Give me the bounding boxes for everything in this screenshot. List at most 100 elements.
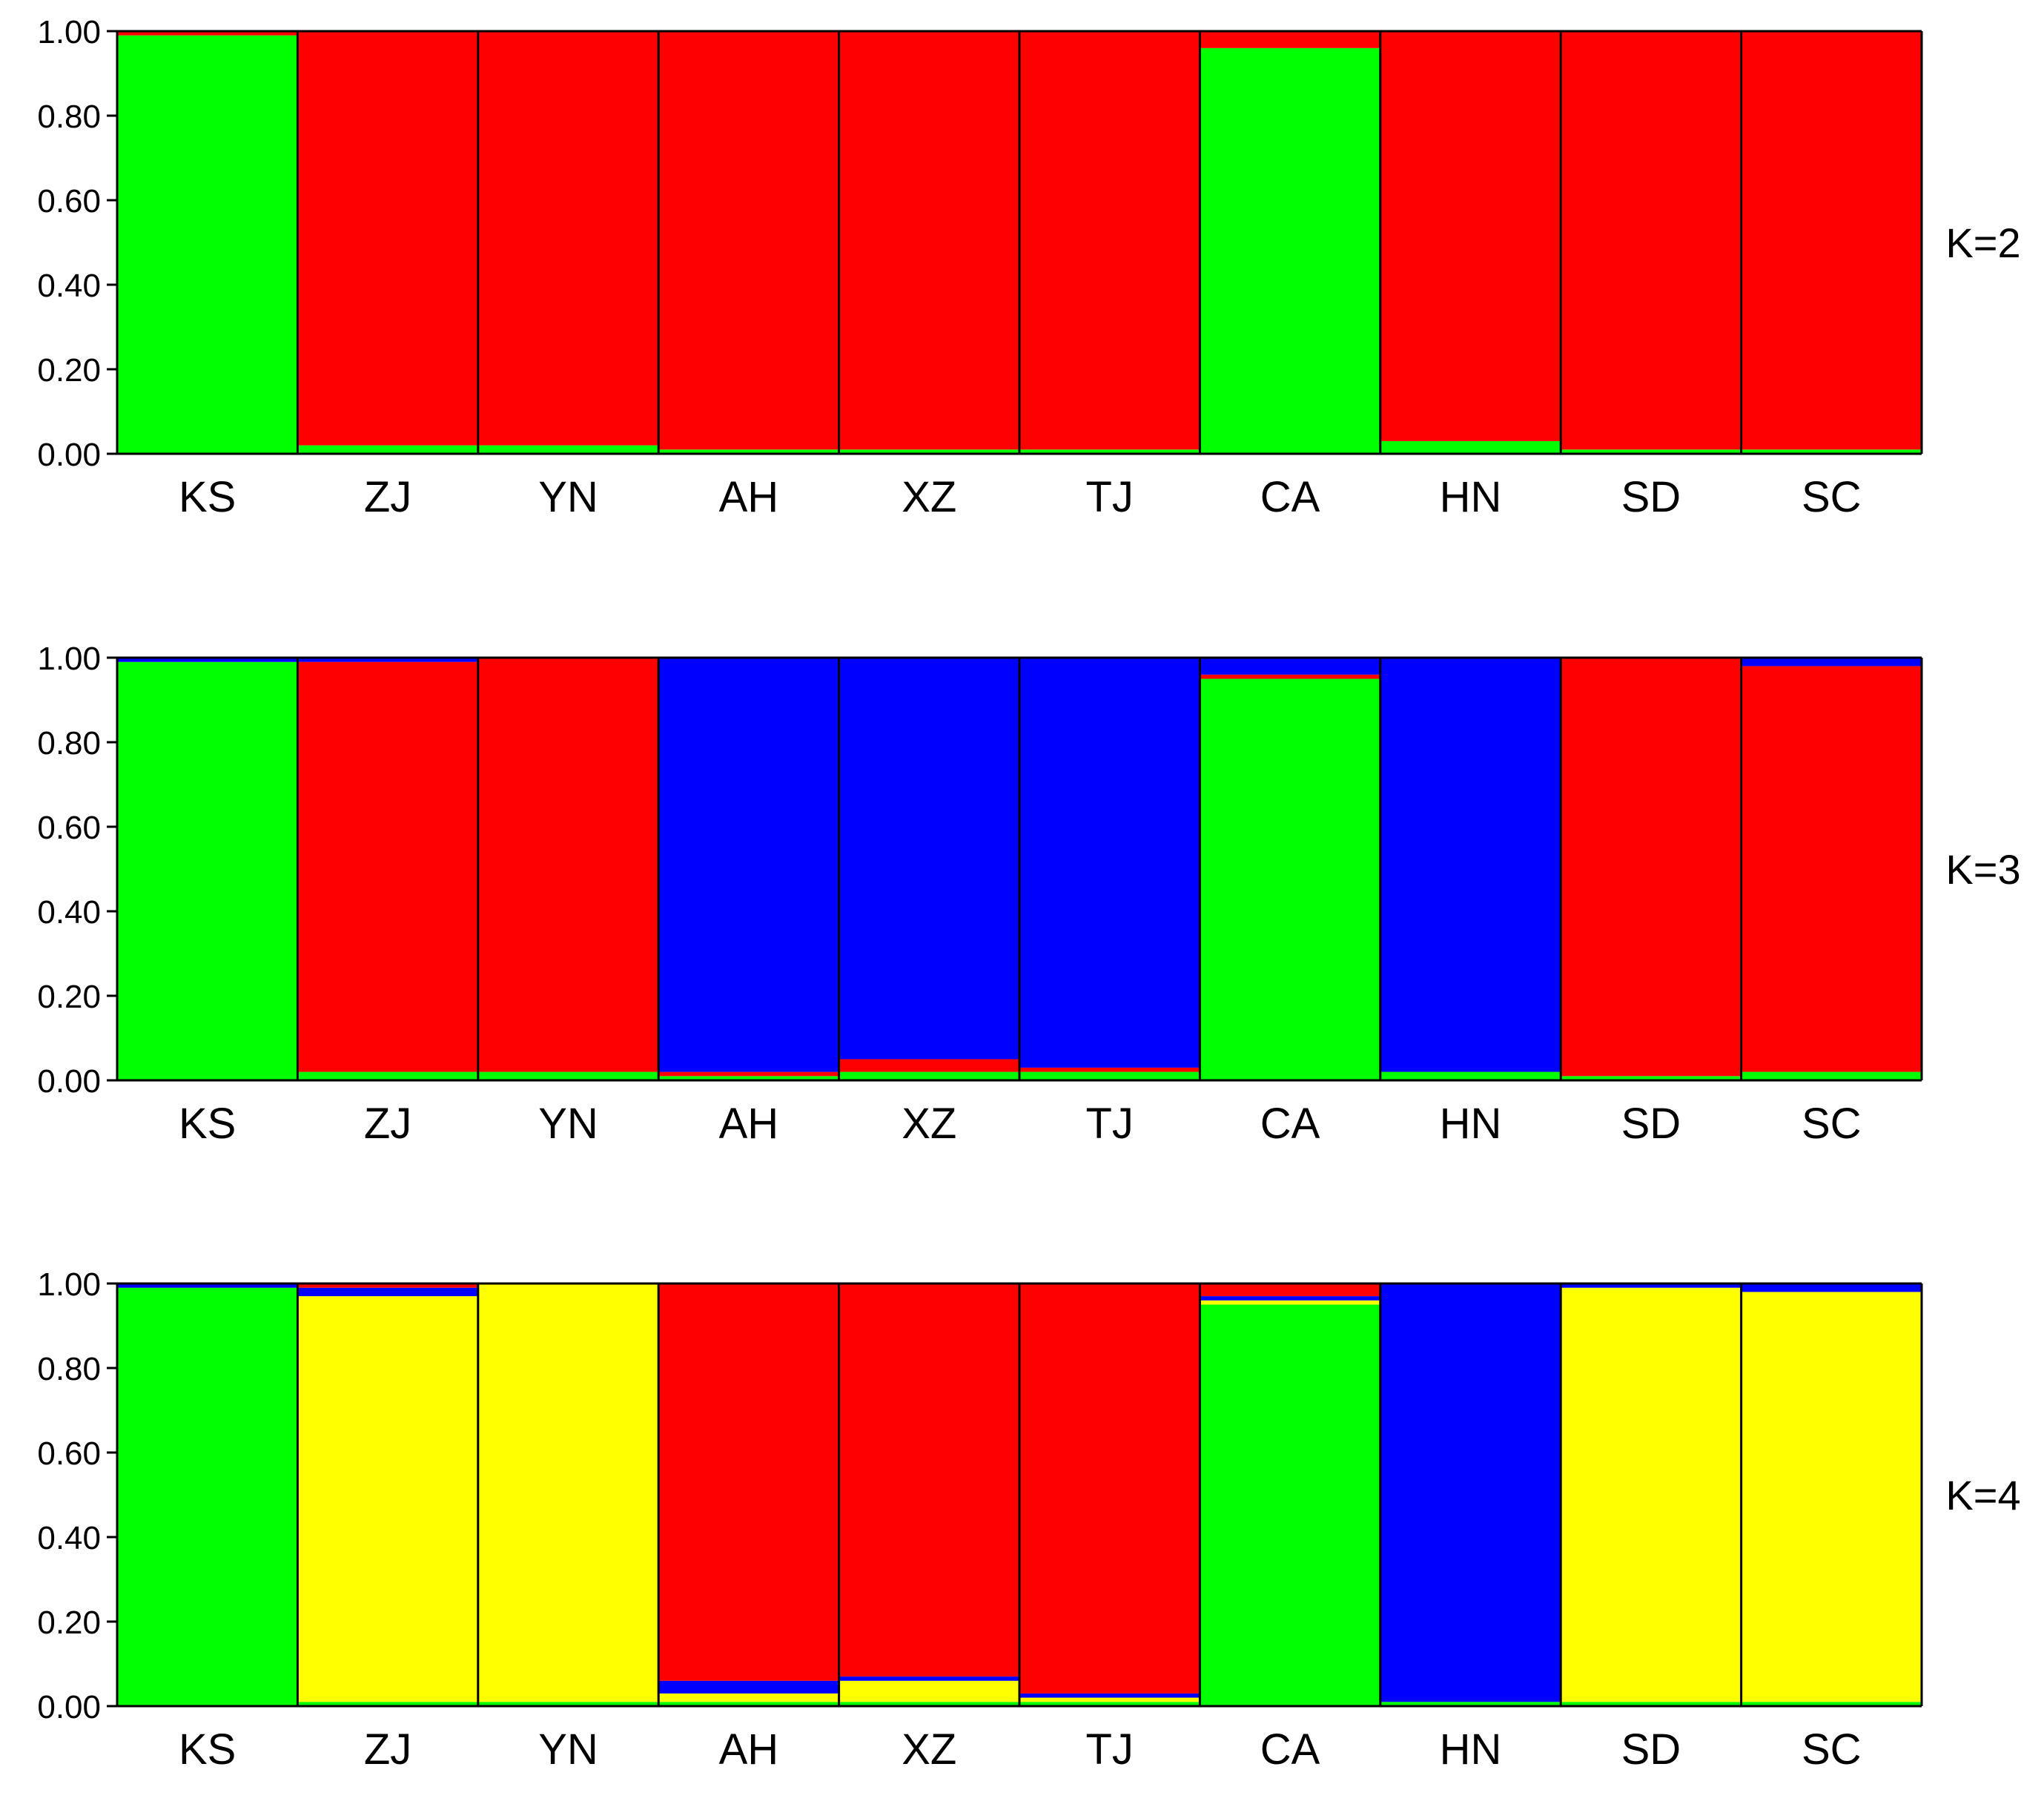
k4-bar-ah-green (658, 1702, 840, 1706)
k4-bar-tj-green (1019, 1702, 1200, 1706)
k3-bar-sd-green (1561, 1076, 1742, 1080)
k2-category-label-zj: ZJ (364, 473, 411, 521)
k4-bar-ca-green (1200, 1304, 1381, 1706)
k4-bar-ca-yellow (1200, 1300, 1381, 1305)
k4-bar-zj-blue (297, 1287, 479, 1297)
k2-category-label-ks: KS (179, 473, 236, 521)
k4-bar-ah-red (658, 1283, 840, 1681)
k3-category-label-ca: CA (1260, 1100, 1320, 1148)
k4-bar-tj-red (1019, 1283, 1200, 1694)
k3-bar-hn-green (1380, 1071, 1561, 1080)
k4-bar-ca-red (1200, 1283, 1381, 1297)
k2-bar-ca-red (1200, 31, 1381, 48)
k3-category-label-ks: KS (179, 1100, 236, 1148)
k2-category-label-hn: HN (1440, 473, 1502, 521)
k3-y-tick-label: 0.60 (37, 810, 101, 846)
k3-bar-yn-green (477, 1071, 659, 1080)
k4-y-tick-label: 0.20 (37, 1605, 101, 1641)
k4-bar-sc-yellow (1741, 1292, 1922, 1702)
k2-y-tick-label: 0.40 (37, 268, 101, 304)
k3-bar-hn-blue (1380, 658, 1561, 1072)
k2-bar-xz-red (839, 31, 1020, 450)
k4-bar-sc-blue (1741, 1283, 1922, 1292)
k2-y-tick-label: 0.60 (37, 183, 101, 219)
k4-category-label-zj: ZJ (364, 1725, 411, 1774)
k3-category-label-yn: YN (538, 1100, 598, 1148)
k2-bar-sc-red (1741, 31, 1922, 450)
k3-y-tick-label: 0.80 (37, 725, 101, 761)
k3-bar-yn-red (477, 658, 659, 1072)
k4-bar-ah-blue (658, 1680, 840, 1694)
k4-bar-hn-green (1380, 1702, 1561, 1706)
k2-bar-zj-green (297, 445, 479, 454)
k2-bar-ah-green (658, 449, 840, 454)
k3-bar-tj-blue (1019, 658, 1200, 1068)
k2-category-label-ah: AH (719, 473, 779, 521)
k3-bar-sd-red (1561, 658, 1742, 1077)
k2-bar-yn-red (477, 31, 659, 446)
k2-y-tick-label: 1.00 (37, 14, 101, 50)
k2-bar-ks-red (117, 31, 298, 36)
k2-bar-sd-green (1561, 449, 1742, 454)
k3-bar-ah-green (658, 1076, 840, 1080)
k4-category-label-tj: TJ (1085, 1725, 1133, 1774)
k2-category-label-ca: CA (1260, 473, 1320, 521)
k4-category-label-xz: XZ (902, 1725, 956, 1774)
k4-bar-sd-yellow (1561, 1287, 1742, 1702)
k2-bar-ca-green (1200, 47, 1381, 455)
k3-category-label-ah: AH (719, 1100, 779, 1148)
k4-y-tick-label: 0.00 (37, 1689, 101, 1725)
k4-bar-tj-blue (1019, 1693, 1200, 1698)
k4-category-label-sc: SC (1802, 1725, 1862, 1774)
k2-y-tick-label: 0.80 (37, 99, 101, 135)
k4-category-label-ah: AH (719, 1725, 779, 1774)
k3-bar-zj-red (297, 661, 479, 1072)
k3-bar-ah-red (658, 1071, 840, 1077)
k3-bar-zj-green (297, 1071, 479, 1080)
k4-bar-sd-green (1561, 1702, 1742, 1706)
k2-panel-label: K=2 (1945, 219, 2020, 266)
k4-bar-ca-blue (1200, 1296, 1381, 1301)
k4-y-tick-label: 0.80 (37, 1351, 101, 1387)
k3-category-label-tj: TJ (1085, 1100, 1133, 1148)
k3-y-tick-label: 0.00 (37, 1063, 101, 1100)
k3-bar-zj-blue (297, 658, 479, 662)
k3-bar-tj-green (1019, 1071, 1200, 1080)
k4-y-tick-label: 0.40 (37, 1520, 101, 1556)
k4-category-label-ks: KS (179, 1725, 236, 1774)
k3-y-tick-label: 1.00 (37, 641, 101, 677)
k2-category-label-sd: SD (1621, 473, 1681, 521)
k2-bar-hn-red (1380, 31, 1561, 441)
k2-bar-yn-green (477, 445, 659, 454)
k2-category-label-tj: TJ (1085, 473, 1133, 521)
k3-panel-label: K=3 (1945, 846, 2020, 893)
k3-bar-sc-blue (1741, 658, 1922, 667)
k3-bar-xz-blue (839, 658, 1020, 1060)
k3-bar-ca-blue (1200, 658, 1381, 675)
k3-category-label-xz: XZ (902, 1100, 956, 1148)
k3-bar-sc-red (1741, 666, 1922, 1072)
k2-bar-tj-green (1019, 449, 1200, 454)
k3-category-label-zj: ZJ (364, 1100, 411, 1148)
k4-bar-yn-green (477, 1702, 659, 1706)
k4-bar-zj-yellow (297, 1296, 479, 1702)
k4-bar-xz-yellow (839, 1680, 1020, 1702)
k4-bar-sd-blue (1561, 1283, 1742, 1288)
k3-y-tick-label: 0.40 (37, 894, 101, 931)
k2-bar-ah-red (658, 31, 840, 450)
k4-panel-label: K=4 (1945, 1472, 2020, 1519)
k2-category-label-xz: XZ (902, 473, 956, 521)
k4-bar-ks-blue (117, 1283, 298, 1288)
k3-category-label-sc: SC (1802, 1100, 1862, 1148)
k3-category-label-hn: HN (1440, 1100, 1502, 1148)
k3-bar-ks-blue (117, 658, 298, 662)
k3-bar-ca-green (1200, 678, 1381, 1080)
k4-bar-zj-red (297, 1283, 479, 1288)
k3-category-label-sd: SD (1621, 1100, 1681, 1148)
k2-y-tick-label: 0.20 (37, 352, 101, 389)
k4-category-label-ca: CA (1260, 1725, 1320, 1774)
k2-bar-hn-green (1380, 440, 1561, 454)
k4-bar-xz-blue (839, 1676, 1020, 1681)
k3-bar-ca-red (1200, 674, 1381, 679)
k4-bar-xz-red (839, 1283, 1020, 1677)
